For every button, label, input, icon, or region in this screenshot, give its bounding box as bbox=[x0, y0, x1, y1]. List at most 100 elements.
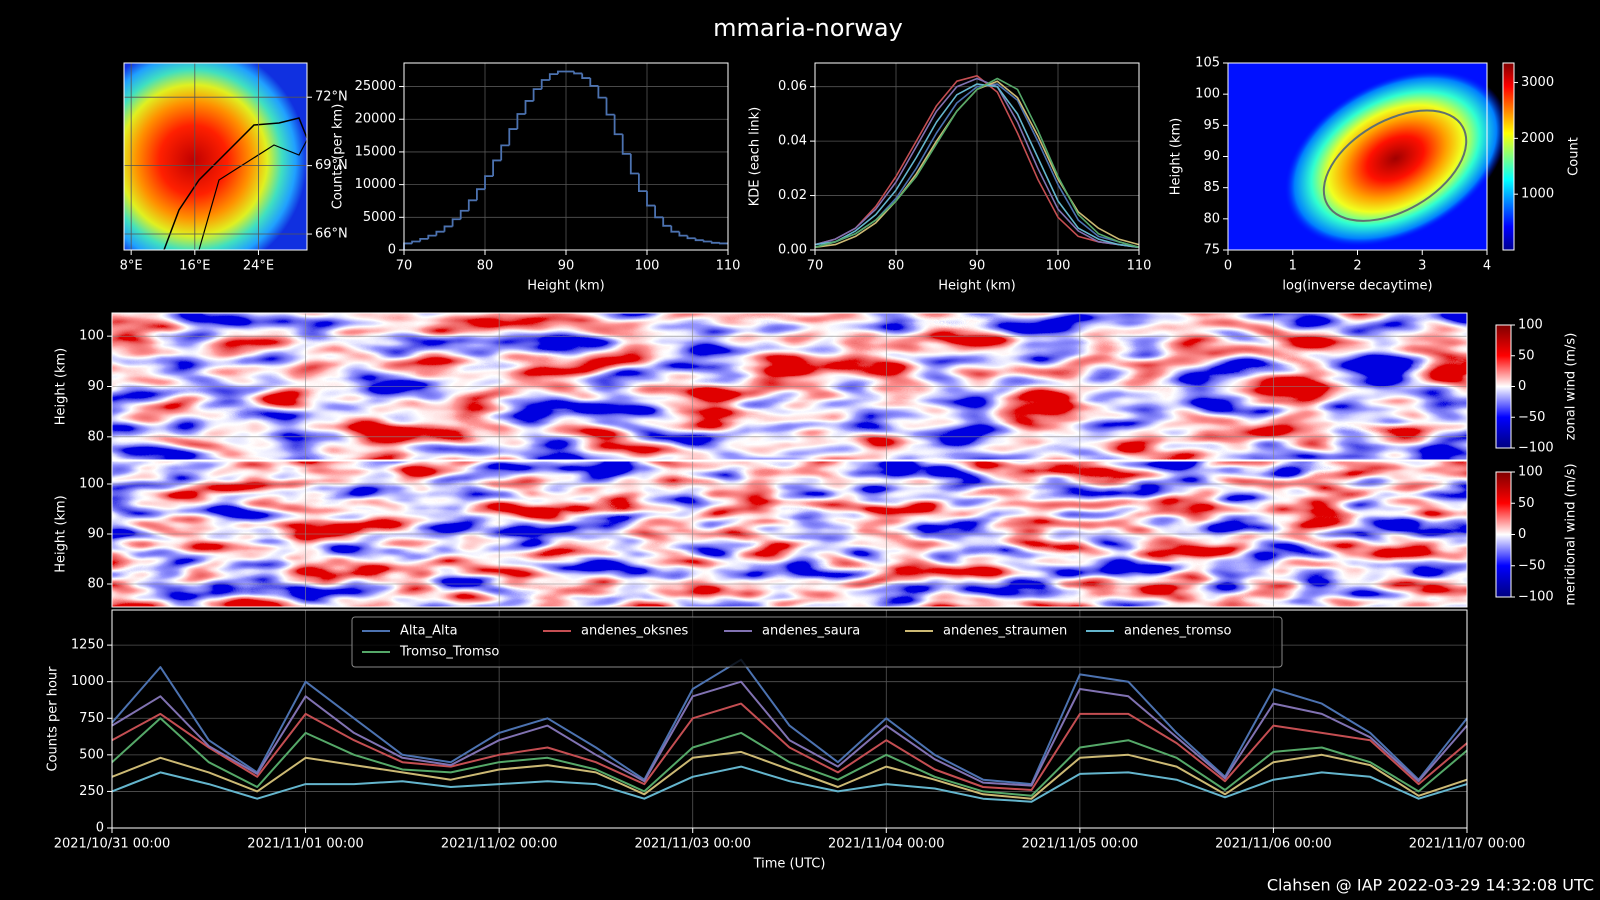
x-tick-label: 2021/11/05 00:00 bbox=[1022, 837, 1139, 852]
footer: Clahsen @ IAP 2022-03-29 14:32:08 UTC bbox=[1267, 876, 1594, 895]
y-tick-label: 95 bbox=[1203, 118, 1220, 133]
x-tick-label: 24°E bbox=[243, 259, 274, 274]
histogram-bin bbox=[710, 241, 720, 244]
y-tick-label: 100 bbox=[79, 329, 104, 344]
density-core bbox=[1283, 69, 1508, 248]
histogram-bin bbox=[719, 242, 728, 245]
x-tick-label: 0 bbox=[1224, 259, 1232, 274]
y-tick-label: 0.00 bbox=[778, 243, 807, 258]
x-tick-label: 2021/11/01 00:00 bbox=[247, 837, 364, 852]
histogram-bin bbox=[670, 225, 680, 233]
y-axis-label: Counts (per km) bbox=[331, 104, 346, 210]
colorbar-tick-label: 50 bbox=[1518, 348, 1535, 363]
x-tick-label: 110 bbox=[716, 259, 741, 274]
y-tick-label: 90 bbox=[87, 379, 104, 394]
y-tick-label: 750 bbox=[79, 711, 104, 726]
series-line bbox=[111, 680, 1468, 787]
histogram-bin bbox=[678, 231, 688, 237]
histogram-bin bbox=[548, 73, 558, 80]
y-tick-label: 0.06 bbox=[778, 79, 807, 94]
x-tick-label: 110 bbox=[1127, 259, 1152, 274]
x-tick-label: 2021/11/04 00:00 bbox=[828, 837, 945, 852]
series-line bbox=[111, 702, 1468, 791]
colorbar-tick-label: 0 bbox=[1518, 527, 1526, 542]
figure-title: mmaria-norway bbox=[713, 14, 903, 42]
histogram-bin bbox=[508, 128, 518, 146]
y-tick-label: 0.04 bbox=[778, 134, 807, 149]
series-line bbox=[814, 77, 1140, 249]
histogram-bin bbox=[492, 159, 502, 177]
y-tick-label: 69°N bbox=[315, 158, 348, 173]
histogram-bin bbox=[500, 144, 510, 161]
colorbar bbox=[1502, 62, 1515, 251]
histogram-bin bbox=[411, 240, 421, 244]
legend-label: andenes_straumen bbox=[943, 624, 1067, 639]
series-line bbox=[814, 75, 1140, 249]
histogram-bin bbox=[605, 97, 615, 116]
histogram-bin bbox=[476, 188, 485, 201]
histogram-bin bbox=[557, 70, 566, 75]
y-tick-label: 0 bbox=[96, 821, 104, 836]
histogram-bin bbox=[435, 230, 445, 236]
colorbar-tick-label: 50 bbox=[1518, 496, 1535, 511]
colorbar bbox=[1495, 471, 1512, 598]
x-tick-label: 100 bbox=[635, 259, 660, 274]
histogram-bin bbox=[451, 218, 461, 227]
y-tick-label: 0.02 bbox=[778, 188, 807, 203]
colorbar bbox=[1495, 324, 1512, 449]
histogram-bin bbox=[419, 237, 429, 242]
y-tick-label: 72°N bbox=[315, 90, 348, 105]
y-tick-label: 1250 bbox=[71, 638, 104, 653]
x-tick-label: 70 bbox=[807, 259, 824, 274]
colorbar-tick-label: −50 bbox=[1518, 558, 1545, 573]
y-tick-label: 500 bbox=[79, 747, 104, 762]
y-tick-label: 66°N bbox=[315, 227, 348, 242]
histogram-bin bbox=[427, 234, 437, 239]
x-axis-label: Time (UTC) bbox=[753, 857, 826, 872]
histogram-bin bbox=[694, 238, 704, 242]
x-tick-label: 90 bbox=[969, 259, 986, 274]
colorbar-tick-label: 100 bbox=[1518, 318, 1543, 333]
histogram-bin bbox=[573, 71, 583, 75]
x-tick-label: 8°E bbox=[120, 259, 143, 274]
histogram-bin bbox=[589, 78, 599, 87]
y-axis-label: Counts per hour bbox=[46, 666, 61, 772]
y-tick-label: 75 bbox=[1203, 243, 1220, 258]
histogram-bin bbox=[702, 240, 712, 243]
colorbar-label: zonal wind (m/s) bbox=[1564, 333, 1579, 441]
y-tick-label: 20000 bbox=[355, 112, 396, 127]
histogram-bin bbox=[516, 113, 526, 130]
colorbar-tick-label: 0 bbox=[1518, 379, 1526, 394]
colorbar-tick-label: −100 bbox=[1518, 590, 1554, 605]
histogram-bin bbox=[662, 217, 672, 227]
legend-label: andenes_tromso bbox=[1124, 624, 1232, 639]
histogram-bin bbox=[597, 85, 607, 99]
x-tick-label: 2021/11/07 00:00 bbox=[1409, 837, 1526, 852]
histogram-bin bbox=[654, 205, 664, 219]
axes-frame bbox=[111, 609, 1468, 829]
histogram-bin bbox=[621, 134, 631, 155]
x-tick-label: 2021/10/31 00:00 bbox=[54, 837, 171, 852]
x-tick-label: 2021/11/03 00:00 bbox=[634, 837, 751, 852]
colorbar-tick-label: 2000 bbox=[1521, 131, 1554, 146]
x-axis-label: log(inverse decaytime) bbox=[1282, 279, 1432, 294]
y-axis-label: KDE (each link) bbox=[748, 107, 763, 207]
x-tick-label: 90 bbox=[558, 259, 575, 274]
colorbar-tick-label: 3000 bbox=[1521, 75, 1554, 90]
axes-frame bbox=[123, 62, 308, 251]
legend-label: Tromso_Tromso bbox=[399, 645, 499, 660]
y-tick-label: 80 bbox=[87, 429, 104, 444]
colorbar-tick-label: 100 bbox=[1518, 465, 1543, 480]
x-tick-label: 100 bbox=[1046, 259, 1071, 274]
y-axis-label: Height (km) bbox=[54, 495, 69, 572]
y-tick-label: 80 bbox=[1203, 211, 1220, 226]
y-tick-label: 80 bbox=[87, 577, 104, 592]
y-tick-label: 100 bbox=[79, 477, 104, 492]
y-tick-label: 1000 bbox=[71, 674, 104, 689]
x-tick-label: 70 bbox=[396, 259, 413, 274]
histogram-bin bbox=[638, 173, 647, 193]
histogram-bin bbox=[524, 100, 534, 114]
histogram-bin bbox=[686, 235, 696, 240]
x-tick-label: 4 bbox=[1483, 259, 1491, 274]
